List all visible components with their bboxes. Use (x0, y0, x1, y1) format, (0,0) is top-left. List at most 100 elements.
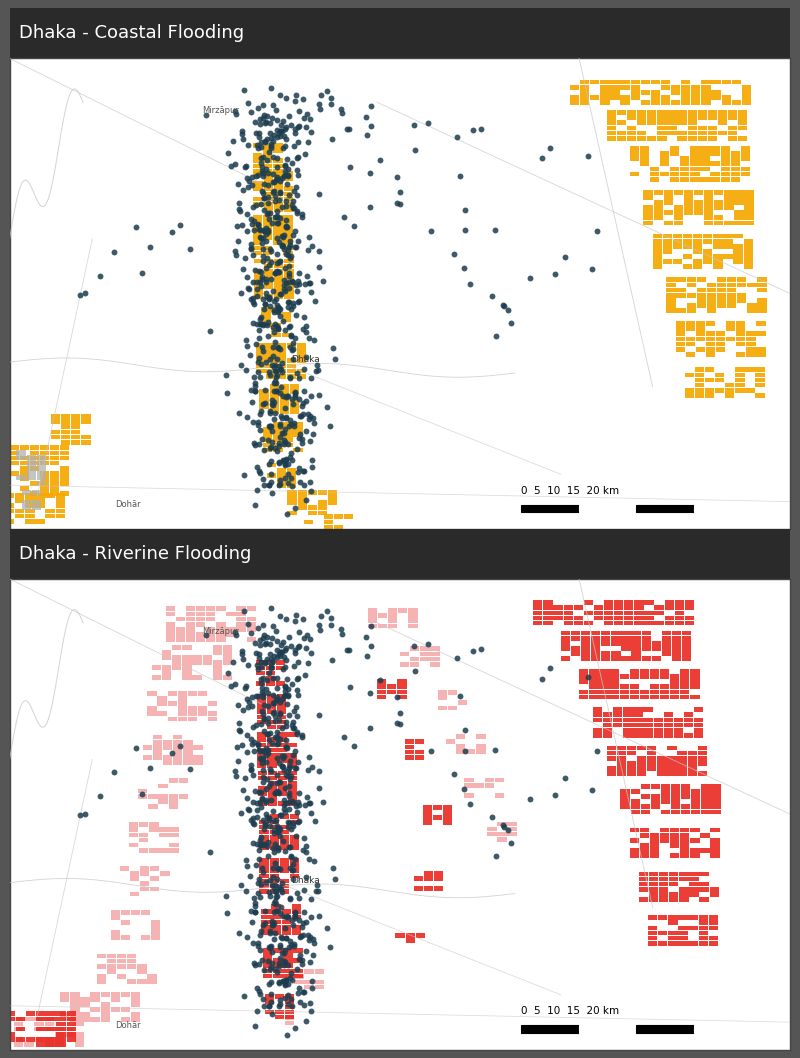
Bar (288, 801, 298, 806)
Point (273, 712, 286, 729)
Point (291, 794, 304, 810)
Bar (610, 85, 620, 90)
Bar (604, 600, 614, 605)
Bar (694, 733, 703, 737)
Bar (192, 660, 202, 664)
Point (270, 382, 282, 399)
Point (498, 819, 510, 836)
Bar (727, 282, 736, 288)
Point (280, 131, 293, 148)
Bar (619, 674, 629, 679)
Point (263, 761, 276, 778)
Point (274, 360, 286, 377)
Bar (743, 249, 753, 254)
Point (271, 818, 284, 835)
Point (246, 689, 258, 706)
Bar (270, 384, 279, 388)
Bar (196, 637, 206, 642)
Point (298, 309, 310, 326)
Point (359, 108, 372, 125)
Bar (162, 671, 171, 675)
Bar (286, 373, 296, 379)
Bar (660, 157, 670, 161)
Bar (711, 804, 721, 809)
Bar (660, 162, 670, 166)
Point (278, 975, 291, 992)
Bar (659, 872, 668, 876)
Point (394, 716, 406, 733)
Bar (178, 696, 187, 700)
Point (256, 703, 269, 719)
Bar (398, 679, 406, 685)
Bar (667, 110, 677, 115)
Point (254, 637, 266, 654)
Bar (153, 755, 162, 760)
Bar (611, 656, 621, 661)
Point (257, 617, 270, 634)
Bar (630, 171, 639, 177)
Bar (699, 897, 709, 901)
Bar (641, 809, 650, 815)
Bar (213, 665, 222, 670)
Point (248, 369, 261, 386)
Point (267, 359, 280, 376)
Point (251, 795, 264, 811)
Point (222, 664, 234, 681)
Bar (270, 874, 279, 878)
Point (289, 92, 302, 109)
Point (276, 363, 289, 380)
Bar (400, 662, 410, 667)
Point (286, 273, 298, 290)
Bar (724, 200, 734, 205)
Bar (735, 372, 745, 378)
Bar (152, 675, 162, 680)
Point (255, 308, 268, 325)
Point (364, 618, 377, 635)
Point (250, 717, 262, 734)
Bar (61, 440, 70, 444)
Point (262, 363, 275, 380)
Bar (258, 791, 267, 796)
Point (238, 987, 250, 1004)
Point (282, 801, 295, 818)
Point (283, 785, 296, 802)
Point (279, 803, 292, 820)
Bar (593, 712, 602, 717)
Point (248, 904, 261, 920)
Point (264, 135, 277, 152)
Point (292, 148, 305, 165)
Bar (267, 753, 277, 758)
Bar (603, 728, 612, 732)
Bar (265, 1009, 274, 1015)
Bar (129, 843, 138, 847)
Point (391, 195, 404, 212)
Bar (691, 795, 701, 799)
Point (273, 234, 286, 251)
Bar (710, 843, 720, 847)
Point (255, 139, 268, 156)
Bar (430, 662, 440, 667)
Bar (287, 763, 297, 768)
Point (297, 394, 310, 411)
Bar (30, 451, 39, 455)
Bar (654, 216, 663, 220)
Bar (254, 279, 263, 284)
Bar (60, 456, 70, 460)
Bar (36, 1026, 46, 1032)
Bar (711, 90, 721, 95)
Point (298, 983, 310, 1000)
Bar (745, 216, 754, 220)
Point (232, 722, 245, 738)
Bar (639, 881, 648, 887)
Bar (673, 239, 682, 243)
Bar (82, 440, 90, 444)
Bar (670, 695, 679, 699)
Bar (158, 711, 166, 716)
Point (274, 183, 286, 200)
Point (260, 259, 273, 276)
Bar (5, 504, 14, 508)
Bar (178, 794, 188, 799)
Bar (277, 709, 286, 714)
Bar (685, 388, 694, 393)
Bar (658, 121, 666, 125)
